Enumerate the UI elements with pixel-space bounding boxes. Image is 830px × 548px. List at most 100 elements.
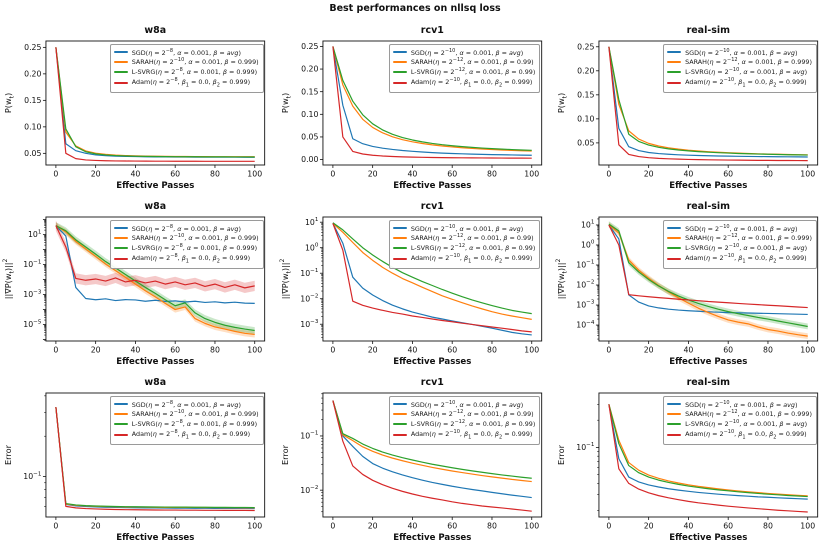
legend-entry: Adam(η = 2−8, β1 = 0.0, β2 = 0.999) xyxy=(113,429,259,441)
series-line-l-svrg xyxy=(331,400,532,479)
legend-label: L-SVRG(η = 2−12, α = 0.001, β = 0.99) xyxy=(410,243,536,253)
legend-box: SGD(η = 2−10, α = 0.001, β = avg) SARAH(η… xyxy=(663,396,817,445)
series-line-sarah xyxy=(331,46,532,152)
svg-text:60: 60 xyxy=(170,521,180,530)
subplot-w8a-objective: w8a 0 20 40 60 80 100 0.05 0.10 0.15 0.20 0.25 Effec… xyxy=(0,20,277,196)
legend-label: SARAH(η = 2−12, α = 0.001, β = 0.99) xyxy=(410,57,534,67)
svg-text:0.20: 0.20 xyxy=(24,69,41,78)
legend-label: SARAH(η = 2−12, α = 0.001, β = 0.99) xyxy=(410,409,534,419)
legend-entry: SGD(η = 2−10, α = 0.001, β = avg) xyxy=(667,224,812,233)
y-axis-label: Error xyxy=(3,444,13,465)
series-line-adam xyxy=(331,46,532,159)
legend-label: SGD(η = 2−10, α = 0.001, β = avg) xyxy=(410,223,524,233)
legend-label: SARAH(η = 2−12, α = 0.001, β = 0.999) xyxy=(685,409,812,419)
legend-entry: Adam(η = 2−10, β1 = 0.0, β2 = 0.999) xyxy=(667,77,812,89)
legend-line-sample xyxy=(113,61,128,64)
legend-label: L-SVRG(η = 2−12, α = 0.001, β = 0.99) xyxy=(410,67,536,77)
svg-text:0: 0 xyxy=(53,345,58,354)
legend-box: SGD(η = 2−10, α = 0.001, β = avg) SARAH(η… xyxy=(388,396,541,445)
svg-text:60: 60 xyxy=(447,345,457,354)
legend-entry: L-SVRG(η = 2−10, α = 0.001, β = avg) xyxy=(667,419,812,429)
x-axis-label: Effective Passes xyxy=(116,357,194,367)
legend-line-sample xyxy=(392,258,407,261)
svg-text:100: 100 xyxy=(801,169,816,178)
legend-entry: SGD(η = 2−8, α = 0.001, β = avg) xyxy=(113,400,259,409)
legend-entry: L-SVRG(η = 2−12, α = 0.001, β = 0.99) xyxy=(392,67,536,77)
subplot-rcv1-objective: rcv1 0 20 40 60 80 100 0.00 0.05 0.10 0.15 0.20 0.25… xyxy=(277,20,554,196)
series-line-l-svrg xyxy=(55,406,255,509)
series-line-sgd xyxy=(55,406,255,510)
legend-line-sample xyxy=(667,423,682,426)
legend-line-sample xyxy=(113,51,128,54)
svg-text:0.10: 0.10 xyxy=(577,114,594,123)
series-line-sarah xyxy=(331,400,532,483)
series-line-adam xyxy=(55,225,255,289)
legend-entry: Adam(η = 2−10, β1 = 0.0, β2 = 0.999) xyxy=(667,253,812,265)
svg-text:0.00: 0.00 xyxy=(301,155,318,164)
series-line-sarah xyxy=(55,225,255,336)
subplot-title: rcv1 xyxy=(420,201,443,212)
legend-line-sample xyxy=(113,403,128,406)
svg-text:40: 40 xyxy=(130,345,140,354)
subplot-title: rcv1 xyxy=(420,25,443,36)
svg-text:0.10: 0.10 xyxy=(301,110,318,119)
legend-line-sample xyxy=(667,413,682,416)
svg-text:20: 20 xyxy=(644,521,654,530)
y-axis-label: ||∇P(wt)||2 xyxy=(556,258,569,299)
x-axis-label: Effective Passes xyxy=(116,533,194,543)
legend-label: SARAH(η = 2−10, α = 0.001, β = 0.999) xyxy=(131,409,259,419)
series-line-sarah xyxy=(608,224,809,337)
legend-label: L-SVRG(η = 2−10, α = 0.001, β = avg) xyxy=(685,67,808,77)
series-line-l-svrg xyxy=(331,46,532,151)
svg-text:80: 80 xyxy=(487,169,497,178)
plot-canvas: real-sim 0 20 40 60 80 100 0.05 0.10 0.15 0.20 0.25… xyxy=(556,25,819,191)
legend-label: SARAH(η = 2−12, α = 0.001, β = 0.999) xyxy=(685,57,812,67)
svg-text:10−1: 10−1 xyxy=(300,431,319,441)
legend-entry: SARAH(η = 2−10, α = 0.001, β = 0.999) xyxy=(113,57,259,67)
legend-line-sample xyxy=(113,82,128,85)
legend-label: L-SVRG(η = 2−8, α = 0.001, β = 0.999) xyxy=(131,67,258,77)
svg-text:20: 20 xyxy=(644,345,654,354)
subplot-title: real-sim xyxy=(687,377,731,388)
svg-text:40: 40 xyxy=(130,521,140,530)
legend-entry: SGD(η = 2−10, α = 0.001, β = avg) xyxy=(392,223,536,233)
legend-line-sample xyxy=(392,237,407,240)
svg-text:0.15: 0.15 xyxy=(301,87,318,96)
svg-text:0.15: 0.15 xyxy=(577,90,594,99)
svg-text:100: 100 xyxy=(247,169,262,178)
svg-text:10−1: 10−1 xyxy=(23,259,42,269)
legend-label: SARAH(η = 2−10, α = 0.001, β = 0.999) xyxy=(131,57,259,67)
svg-text:0.05: 0.05 xyxy=(24,149,41,158)
series-line-sarah xyxy=(608,404,809,497)
svg-text:100: 100 xyxy=(801,345,816,354)
legend-entry: SARAH(η = 2−12, α = 0.001, β = 0.999) xyxy=(667,233,812,243)
svg-text:10−4: 10−4 xyxy=(577,320,596,330)
legend-label: L-SVRG(η = 2−12, α = 0.001, β = 0.99) xyxy=(410,419,536,429)
legend-line-sample xyxy=(392,61,407,64)
svg-text:20: 20 xyxy=(91,521,101,530)
legend-line-sample xyxy=(113,227,128,230)
legend-label: SGD(η = 2−8, α = 0.001, β = avg) xyxy=(131,223,241,233)
legend-box: SGD(η = 2−8, α = 0.001, β = avg) SARAH(η … xyxy=(109,44,264,93)
svg-text:100: 100 xyxy=(581,240,595,250)
legend-entry: L-SVRG(η = 2−8, α = 0.001, β = 0.999) xyxy=(113,67,259,77)
legend-label: Adam(η = 2−8, β1 = 0.0, β2 = 0.999) xyxy=(131,253,251,265)
legend-label: Adam(η = 2−10, β1 = 0.0, β2 = 0.999) xyxy=(410,429,533,441)
svg-text:100: 100 xyxy=(305,242,319,252)
legend-entry: SGD(η = 2−10, α = 0.001, β = avg) xyxy=(667,48,812,57)
legend-line-sample xyxy=(392,413,407,416)
x-axis-label: Effective Passes xyxy=(670,357,748,367)
series-line-adam xyxy=(55,406,255,512)
svg-text:100: 100 xyxy=(247,521,262,530)
svg-text:10−2: 10−2 xyxy=(300,485,318,495)
plot-canvas: rcv1 0 20 40 60 80 100 101 100 10−1 10−2 10−3 Effect… xyxy=(280,201,542,367)
svg-text:0.15: 0.15 xyxy=(24,96,41,105)
legend-label: Adam(η = 2−8, β1 = 0.0, β2 = 0.999) xyxy=(131,77,251,89)
x-axis-label: Effective Passes xyxy=(116,181,194,191)
svg-text:100: 100 xyxy=(524,345,539,354)
legend-entry: SARAH(η = 2−12, α = 0.001, β = 0.99) xyxy=(392,57,536,67)
subplot-realsim-objective: real-sim 0 20 40 60 80 100 0.05 0.10 0.15 0.20 0.25… xyxy=(553,20,830,196)
svg-text:0.25: 0.25 xyxy=(24,43,41,52)
subplot-realsim-gradnorm: real-sim 0 20 40 60 80 100 101 100 10−1 10−2 10−3 10… xyxy=(553,196,830,372)
subplot-title: w8a xyxy=(144,25,166,36)
